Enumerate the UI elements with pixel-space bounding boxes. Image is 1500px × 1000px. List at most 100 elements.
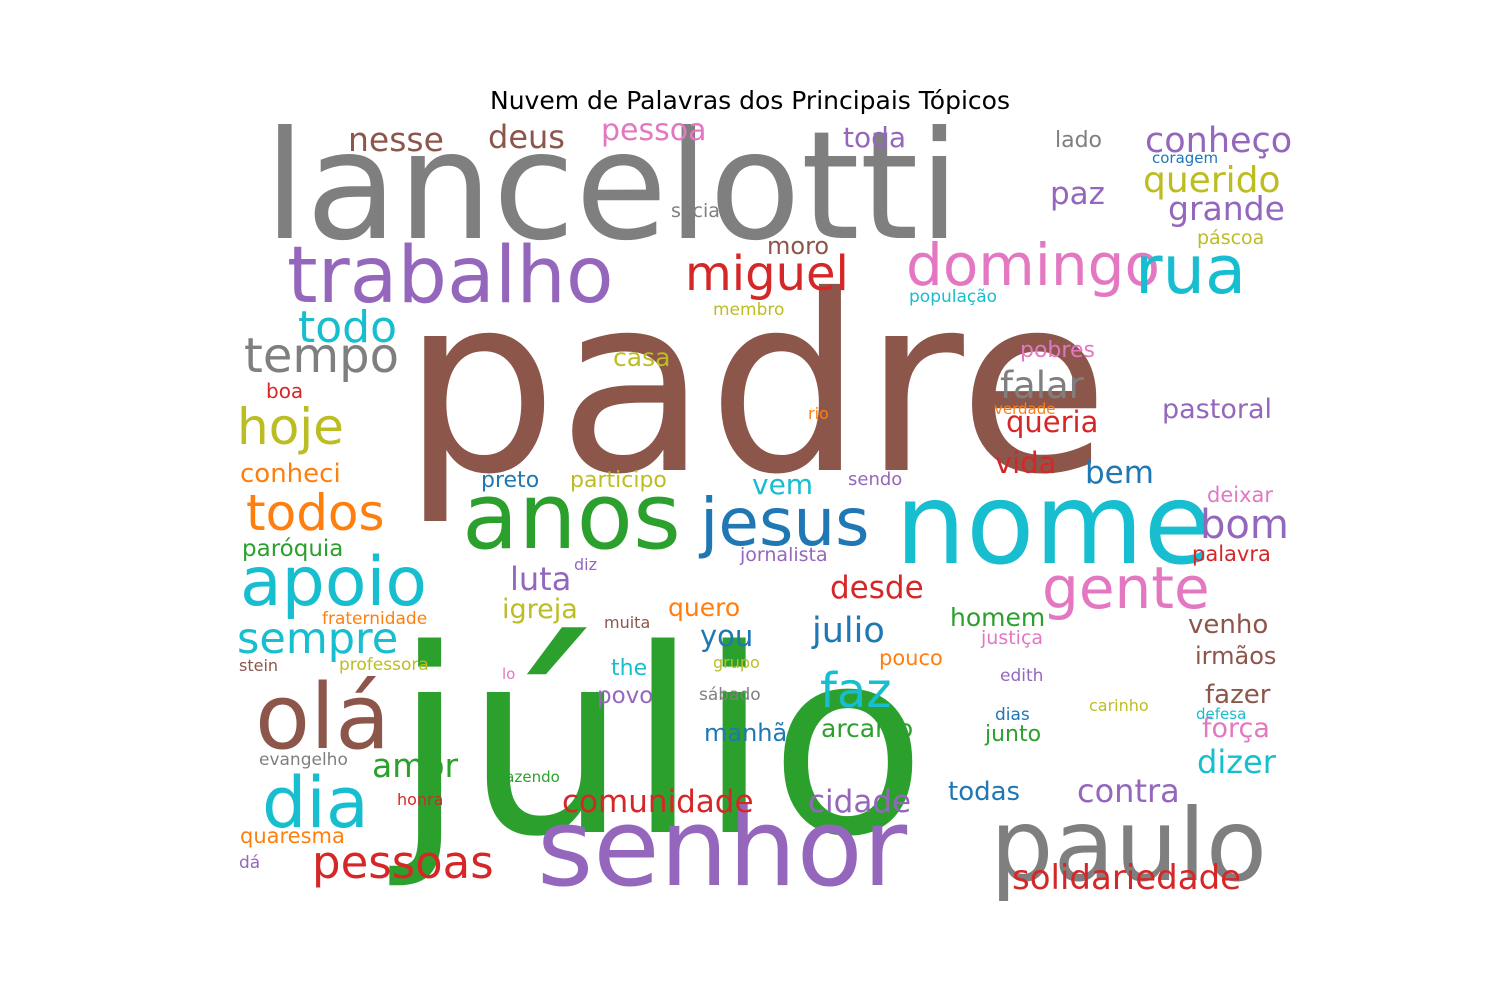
word-pessoas: pessoas [312,836,494,889]
word-moro: moro [767,232,829,260]
word-pastoral: pastoral [1162,394,1272,425]
word-falar: falar [1000,364,1085,407]
word-pessoa: pessoa [601,113,707,148]
word-manhã: manhã [704,719,787,747]
word-professora: professora [339,655,429,675]
word-diz: diz [574,555,597,574]
word-cidade: cidade [808,784,911,820]
word-venho: venho [1188,610,1268,640]
word-todo: todo [298,302,397,353]
word-deus: deus [488,118,565,156]
word-gente: gente [1042,554,1210,622]
word-padre: padre [402,243,1109,528]
word-paróquia: paróquia [242,536,343,562]
word-preto: preto [481,468,539,493]
word-paz: paz [1050,176,1105,212]
word-toda: toda [843,121,906,154]
word-evangelho: evangelho [259,750,348,770]
word-arcanjo: arcanjo [821,714,913,743]
word-casa: casa [613,343,670,372]
word-dá: dá [239,853,260,873]
word-bem: bem [1085,455,1154,491]
word-justiça: justiça [980,627,1043,649]
word-júlio: júlio [389,595,926,893]
word-vem: vem [752,468,813,501]
word-sempre: sempre [237,614,398,664]
word-you: you [700,619,753,653]
word-olá: olá [255,665,390,770]
word-membro: membro [713,300,784,320]
word-rua: rua [1135,231,1246,309]
word-bom: bom [1200,502,1289,548]
word-domingo: domingo [906,231,1160,299]
word-queria: queria [1006,405,1098,439]
word-páscoa: páscoa [1197,227,1264,249]
word-força: força [1202,713,1270,744]
word-jesus: jesus [698,484,870,561]
word-grupo: grupo [713,653,760,672]
word-senhor: senhor [537,786,908,911]
word-stein: stein [239,656,278,675]
word-pobres: pobres [1020,338,1095,363]
word-quaresma: quaresma [240,824,345,848]
word-junto: junto [984,722,1041,747]
word-todas: todas [948,777,1020,807]
word-luta: luta [510,560,571,598]
word-verdade: verdade [994,400,1055,418]
word-apoio: apoio [240,543,427,622]
word-irmãos: irmãos [1195,642,1276,670]
word-the: the [611,656,647,681]
word-palavra: palavra [1192,542,1271,566]
word-paulo: paulo [990,787,1267,904]
word-nesse: nesse [348,120,444,159]
word-edith: edith [1000,666,1043,686]
word-defesa: defesa [1196,705,1246,723]
word-fazendo: fazendo [500,768,560,786]
word-todos: todos [246,484,385,542]
word-nome: nome [895,460,1213,590]
word-dizer: dizer [1197,743,1277,781]
word-participo: participo [570,468,667,493]
word-miguel: miguel [685,246,849,302]
word-jornalista: jornalista [739,544,828,566]
word-povo: povo [597,683,653,709]
word-julio: julio [811,611,885,651]
word-honra: honra [397,790,443,809]
word-desde: desde [830,570,924,606]
word-dias: dias [995,705,1030,725]
word-anos: anos [462,463,681,570]
word-querido: querido [1143,160,1281,201]
word-lancelotti: lancelotti [264,100,960,274]
word-fraternidade: fraternidade [322,609,427,629]
word-população: população [909,287,997,307]
word-carinho: carinho [1089,696,1149,715]
word-contra: contra [1077,772,1180,810]
word-social: social [671,200,725,222]
word-hoje: hoje [237,398,344,456]
word-boa: boa [266,379,303,403]
word-quero: quero [668,593,740,622]
word-sábado: sábado [699,685,761,705]
chart-title: Nuvem de Palavras dos Principais Tópicos [490,86,1010,115]
word-muita: muita [604,613,650,632]
word-conheço: conheço [1145,121,1292,161]
word-solidariedade: solidariedade [1012,858,1241,898]
word-dia: dia [262,762,369,844]
word-pouco: pouco [879,646,943,670]
word-lado: lado [1055,128,1102,153]
word-deixar: deixar [1207,483,1273,507]
word-vida: vida [995,446,1056,480]
word-rio: rio [808,404,829,423]
word-comunidade: comunidade [562,784,754,820]
word-sendo: sendo [848,469,902,490]
word-coragem: coragem [1152,149,1218,167]
word-faz: faz [820,663,892,719]
word-trabalho: trabalho [287,231,614,321]
word-conheci: conheci [240,459,341,489]
word-tempo: tempo [244,328,399,384]
word-igreja: igreja [502,594,578,625]
word-lo: lo [502,665,515,683]
word-fazer: fazer [1205,680,1271,710]
